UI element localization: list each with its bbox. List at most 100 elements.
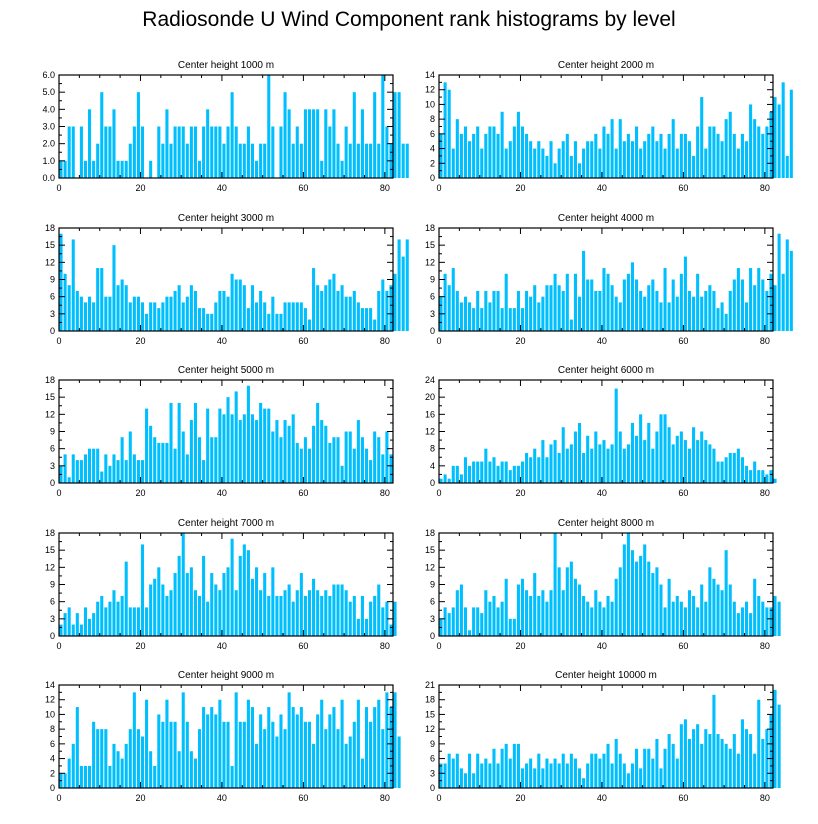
bar [185,454,189,483]
bar [100,92,104,178]
bar [740,133,744,178]
bar [230,765,234,788]
bar [520,461,525,483]
bar [356,143,360,178]
bar [577,768,582,788]
bar [582,148,586,178]
x-tick-label: 40 [217,183,227,193]
bar [504,273,508,331]
bar [618,431,622,483]
bar [618,119,622,178]
bar [704,440,708,483]
bar [740,457,744,483]
bar [364,308,369,331]
bar [328,279,332,331]
bar [381,607,385,636]
bar [696,607,700,636]
bar [291,601,295,636]
y-tick-label: 10 [425,99,435,109]
bar [622,279,626,331]
bar [340,584,344,636]
bar [459,584,463,636]
bar [529,758,533,788]
x-tick-label: 0 [56,336,61,346]
bar [443,82,447,178]
x-tick-label: 20 [135,183,145,193]
x-tick-label: 60 [678,488,688,498]
bar [683,256,687,331]
y-tick-label: 12 [425,427,435,437]
bar [246,699,250,788]
bar [765,126,769,178]
bar [271,721,275,788]
bar [468,465,472,483]
bar [279,714,283,788]
panel-10: Center height 10000 m 0 20 40 60 80 0 3 6 9 12 15 18… [425,670,781,803]
bar [500,748,504,788]
bar [777,601,781,636]
bar [663,414,667,483]
bar [582,595,586,636]
y-tick-label: 21 [425,680,435,690]
bar [397,92,401,178]
bar [165,109,169,178]
bar [573,578,577,636]
bar [773,595,777,636]
y-tick-label: 10 [45,709,55,719]
y-tick-label: 0 [430,783,435,793]
bar [553,273,557,331]
bar [736,268,740,331]
y-tick-label: 9 [50,427,55,437]
bar [149,425,153,483]
bar [324,109,328,178]
bar [336,729,340,788]
bar [197,595,202,636]
bar [279,126,283,178]
bar [389,285,393,331]
y-tick-label: 18 [425,528,435,538]
bar [145,408,149,483]
bar [675,148,679,178]
x-tick-label: 40 [597,183,607,193]
bar [283,420,287,483]
bar [344,743,348,788]
bar [63,613,67,636]
bar [606,743,610,788]
bar [463,607,468,636]
bar [96,268,100,331]
bar [565,273,569,331]
bar [307,721,312,788]
bar [348,296,352,331]
bar [671,279,675,331]
bar [59,233,63,331]
x-tick-label: 40 [217,793,227,803]
bar [263,573,267,636]
bar [647,561,651,636]
bar [214,126,218,178]
x-tick-label: 60 [678,183,688,193]
bar [189,751,193,788]
bar [242,143,246,178]
bar [316,714,320,788]
bar [443,474,447,483]
bar [459,302,463,331]
bar [785,155,789,178]
x-tick-label: 40 [217,641,227,651]
bar [303,308,307,331]
bar [468,630,472,636]
bar [753,461,757,483]
bar [439,763,443,788]
bar [476,290,480,331]
x-tick-label: 0 [436,793,441,803]
bar [573,758,577,788]
bar [455,590,459,636]
bar [512,743,516,788]
x-tick-label: 80 [760,336,770,346]
x-tick-label: 0 [56,183,61,193]
bar [291,143,295,178]
bar [606,133,610,178]
bar [67,607,71,636]
bar [267,707,271,788]
bar [189,567,193,636]
bar [149,751,153,788]
